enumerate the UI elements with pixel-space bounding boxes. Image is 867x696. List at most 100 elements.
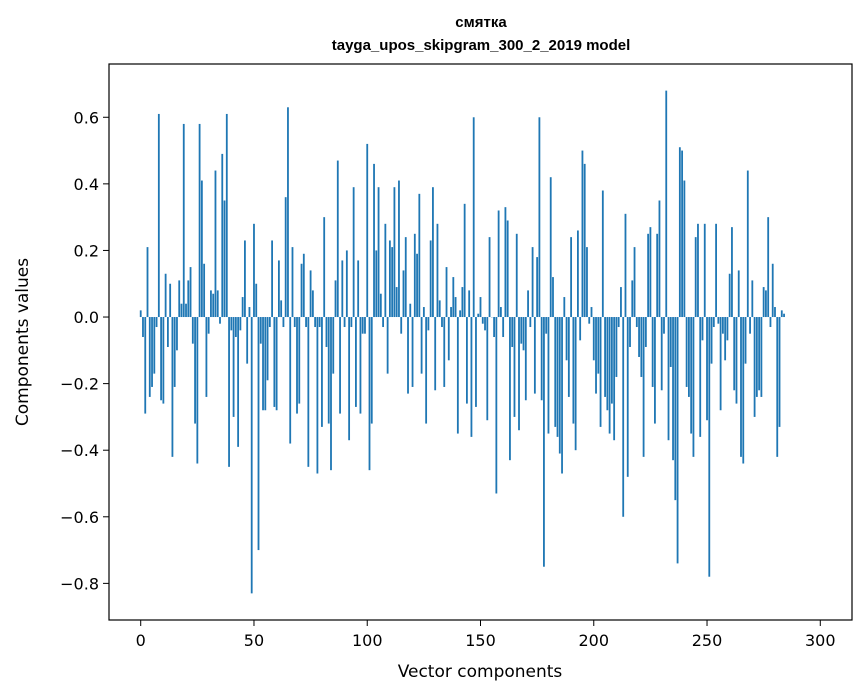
bar-125 — [422, 307, 425, 318]
bar-79 — [318, 317, 321, 328]
bar-71 — [300, 263, 303, 318]
bar-73 — [305, 317, 307, 328]
bar-250 — [706, 317, 708, 421]
bar-166 — [515, 233, 518, 318]
bar-110 — [388, 240, 391, 318]
bar-63 — [282, 317, 285, 328]
bar-215 — [626, 317, 629, 477]
bar-277 — [767, 217, 770, 318]
bar-168 — [520, 317, 523, 344]
bar-49 — [250, 317, 253, 594]
bar-129 — [432, 187, 434, 318]
bar-276 — [765, 290, 767, 318]
bar-228 — [656, 233, 659, 318]
bar-187 — [563, 297, 566, 318]
bar-29 — [205, 317, 208, 397]
x-axis: 0 50 100 150 200 250 300 — [136, 620, 836, 650]
bar-48 — [248, 307, 251, 318]
bar-219 — [635, 317, 638, 328]
bar-200 — [592, 317, 595, 361]
bar-5 — [151, 317, 153, 387]
bar-227 — [654, 317, 656, 424]
bar-108 — [384, 223, 387, 318]
bar-208 — [610, 317, 613, 404]
bars-group — [139, 90, 785, 594]
bar-158 — [497, 210, 500, 318]
bar-45 — [241, 297, 244, 318]
bar-186 — [561, 317, 563, 474]
bar-33 — [214, 170, 217, 318]
bar-42 — [234, 317, 237, 338]
bar-258 — [724, 317, 727, 361]
bar-240 — [683, 180, 686, 318]
bar-120 — [411, 317, 414, 387]
x-tick-label: 0 — [136, 631, 146, 650]
bar-205 — [604, 317, 606, 397]
bar-216 — [629, 317, 631, 347]
bar-189 — [567, 317, 570, 397]
bar-22 — [189, 267, 192, 318]
bar-82 — [325, 317, 328, 347]
bar-237 — [676, 317, 679, 564]
bar-207 — [608, 317, 611, 434]
x-tick-label: 250 — [692, 631, 723, 650]
bar-170 — [524, 317, 527, 401]
bar-146 — [470, 317, 473, 437]
bar-2 — [144, 317, 147, 414]
bar-213 — [622, 317, 625, 517]
bar-130 — [434, 317, 437, 391]
bar-198 — [588, 317, 591, 324]
bar-282 — [778, 317, 781, 427]
bar-245 — [694, 237, 697, 318]
bar-55 — [264, 317, 267, 411]
bar-192 — [574, 317, 577, 451]
bar-185 — [558, 317, 561, 454]
bar-260 — [728, 273, 731, 318]
bar-251 — [708, 317, 711, 577]
bar-92 — [348, 317, 351, 441]
bar-178 — [543, 317, 545, 567]
bar-86 — [334, 280, 337, 318]
bar-51 — [255, 283, 258, 318]
bar-135 — [445, 267, 448, 318]
bar-70 — [298, 317, 301, 404]
bar-106 — [379, 293, 382, 318]
bar-172 — [529, 317, 532, 328]
bar-152 — [484, 317, 486, 331]
bar-12 — [166, 317, 169, 347]
bar-154 — [488, 237, 491, 318]
bar-132 — [438, 300, 441, 318]
bar-167 — [518, 317, 520, 431]
bar-46 — [244, 240, 246, 318]
bar-279 — [771, 263, 774, 318]
bar-17 — [178, 280, 181, 318]
bar-6 — [153, 317, 156, 374]
y-tick-label: −0.2 — [60, 375, 99, 394]
bar-142 — [461, 287, 464, 318]
bar-75 — [309, 270, 312, 318]
bar-267 — [744, 317, 747, 364]
x-axis-label: Vector components — [398, 662, 563, 682]
bar-40 — [230, 317, 233, 331]
bar-254 — [715, 223, 717, 318]
bar-96 — [357, 260, 360, 318]
bar-141 — [459, 310, 462, 318]
bar-165 — [513, 317, 516, 417]
bar-226 — [651, 317, 654, 387]
bar-169 — [522, 317, 525, 351]
bar-85 — [332, 317, 335, 374]
bar-195 — [581, 150, 584, 318]
bar-220 — [638, 317, 640, 357]
bar-76 — [311, 290, 314, 318]
bar-83 — [327, 317, 330, 424]
bar-62 — [280, 300, 283, 318]
bar-196 — [583, 163, 586, 318]
bar-67 — [291, 247, 294, 318]
bar-53 — [259, 317, 262, 344]
bar-255 — [717, 317, 720, 324]
bar-102 — [370, 317, 373, 424]
bar-109 — [386, 317, 389, 374]
bar-179 — [545, 317, 548, 334]
bar-81 — [323, 217, 326, 318]
